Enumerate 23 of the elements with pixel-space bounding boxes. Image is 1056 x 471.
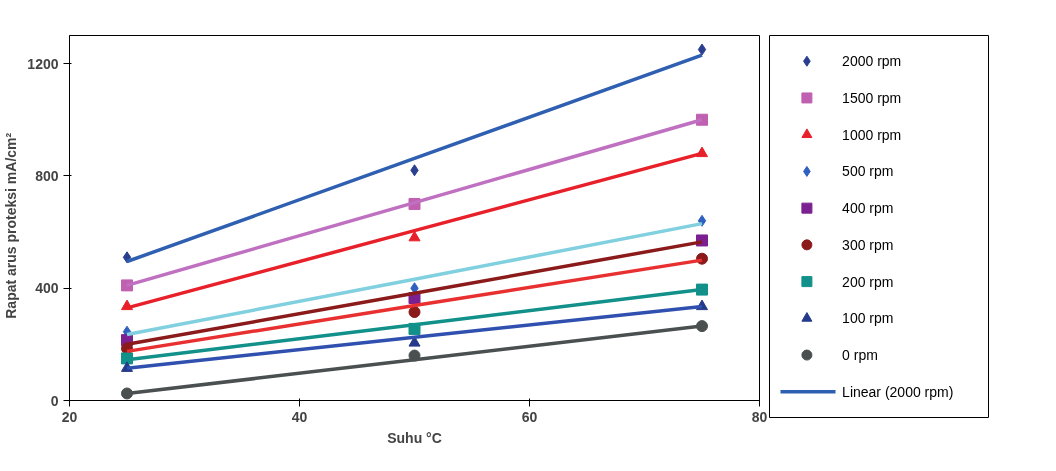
legend-label: 500 rpm: [842, 163, 894, 180]
legend-label: 200 rpm: [842, 273, 894, 290]
x-tick-label: 80: [751, 408, 768, 425]
legend-label: 300 rpm: [842, 236, 894, 253]
x-tick-label: 40: [291, 408, 308, 425]
point: [696, 283, 708, 296]
legend-label: Linear (2000 rpm): [842, 383, 954, 400]
y-tick-label: 400: [35, 280, 59, 297]
legend-label: 1500 rpm: [842, 89, 902, 106]
point: [697, 43, 707, 56]
y-tick-label: 1200: [27, 55, 59, 72]
legend-label: 100 rpm: [842, 310, 894, 327]
y-tick-label: 0: [50, 392, 59, 409]
legend-label: 2000 rpm: [842, 53, 902, 70]
legend-label: 0 rpm: [842, 347, 878, 364]
legend-label: 1000 rpm: [842, 126, 902, 143]
y-tick-label: 800: [35, 167, 59, 184]
x-tick-label: 60: [521, 408, 538, 425]
y-axis-title: Rapat arus proteksi mA/cm²: [3, 132, 20, 319]
point: [408, 306, 421, 319]
legend-label: 400 rpm: [842, 200, 894, 217]
x-axis-title: Suhu °C: [387, 429, 442, 446]
x-tick-label: 20: [61, 408, 78, 425]
